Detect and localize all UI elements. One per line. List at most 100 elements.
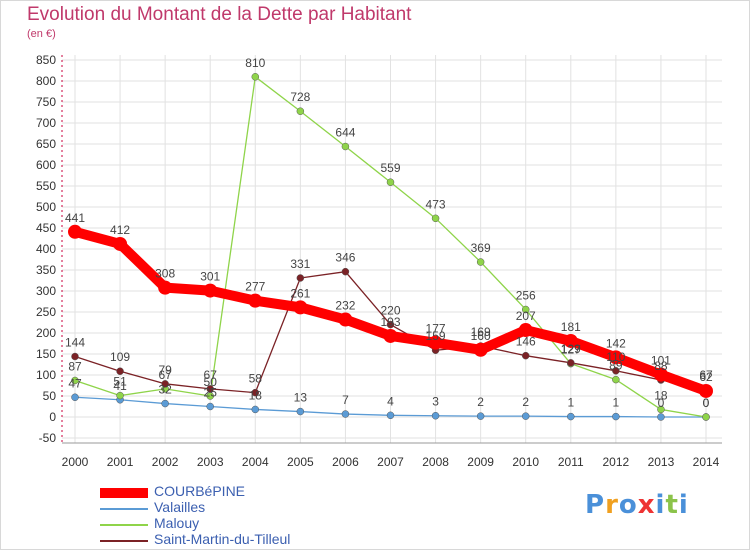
data-point [567,412,575,421]
data-label: 67 [204,368,218,382]
data-label: 88 [654,359,668,373]
y-tick-label: 700 [36,116,56,130]
data-label: 142 [606,336,626,350]
data-point [71,393,79,402]
proxiti-logo: Proxiti [585,490,689,520]
data-point [296,274,305,282]
x-tick-label: 2007 [377,455,404,469]
legend-label: Saint-Martin-du-Tilleul [154,531,291,547]
data-point [657,413,665,421]
y-tick-label: 550 [36,179,56,193]
logo-letter: i [655,490,666,520]
legend-swatch [100,517,148,533]
logo-letter: i [678,490,689,520]
legend-item: Valailles [100,499,360,517]
x-tick-label: 2012 [603,455,630,469]
y-tick-label: 200 [36,326,56,340]
data-label: 127 [561,343,581,357]
data-point [383,328,398,343]
chart-title: Evolution du Montant de la Dette par Hab… [27,4,412,25]
legend-label: Valailles [154,499,206,515]
data-point [521,412,530,420]
data-point [702,413,710,421]
data-label: 181 [561,320,581,334]
data-point [612,412,620,421]
data-label: 146 [516,335,536,349]
data-point [293,300,308,315]
data-point [657,405,665,414]
data-point [521,351,530,360]
logo-letter: x [637,490,656,520]
y-tick-label: 50 [43,389,57,403]
data-label: 160 [471,329,491,343]
data-point [251,405,260,414]
data-label: 193 [380,315,400,329]
data-label: 301 [200,270,220,284]
data-label: 728 [290,90,310,104]
legend-swatch [100,501,148,517]
data-point [428,335,443,350]
data-label: 256 [516,288,536,302]
data-label: 1 [567,396,574,410]
y-tick-label: 350 [36,263,56,277]
chart-subtitle: (en €) [27,28,56,40]
data-label: 109 [110,350,130,364]
y-tick-label: 650 [36,137,56,151]
logo-letter: o [618,490,638,520]
data-label: 58 [249,372,263,386]
data-point [338,312,353,327]
data-label: 13 [294,391,308,405]
data-point [203,283,218,298]
data-point [161,399,169,408]
x-tick-label: 2006 [332,455,359,469]
data-label: 110 [606,350,625,364]
data-point [612,375,620,384]
y-tick-label: 150 [36,347,56,361]
logo-letter: P [585,490,606,520]
data-label: 41 [113,379,127,393]
y-tick-label: 450 [36,221,56,235]
data-label: 277 [245,280,265,294]
data-point [386,411,395,420]
data-point [206,402,214,411]
data-point [476,258,485,266]
y-tick-label: 400 [36,242,56,256]
data-point [612,367,620,375]
legend-item: Malouy [100,515,360,533]
legend-label: Malouy [154,515,200,531]
y-tick-label: 300 [36,284,56,298]
data-point [158,280,173,295]
x-tick-label: 2005 [287,455,314,469]
data-label: 0 [658,396,665,410]
data-label: 4 [387,394,394,408]
y-tick-label: 800 [36,74,56,88]
data-label: 1 [613,396,620,410]
data-label: 644 [335,126,355,140]
data-label: 67 [158,368,172,382]
data-label: 87 [68,359,82,373]
y-tick-label: -50 [39,431,57,445]
data-label: 101 [651,354,671,368]
y-tick-label: 250 [36,305,56,319]
data-label: 62 [699,370,713,384]
data-point [521,305,530,314]
x-tick-label: 2008 [422,455,449,469]
y-tick-label: 600 [36,158,56,172]
x-tick-label: 2010 [512,455,539,469]
data-label: 559 [380,161,400,175]
y-tick-label: 500 [36,200,56,214]
data-point [431,411,440,420]
x-tick-label: 2004 [242,455,269,469]
data-point [296,107,305,115]
y-tick-label: 0 [49,410,56,424]
data-label: 0 [703,396,710,410]
data-label: 412 [110,223,130,237]
data-point [563,333,578,348]
data-label: 159 [426,329,446,343]
legend-swatch [100,485,148,501]
data-label: 18 [654,388,668,402]
data-point [341,142,350,151]
y-tick-label: 750 [36,95,56,109]
data-label: 346 [335,251,355,265]
